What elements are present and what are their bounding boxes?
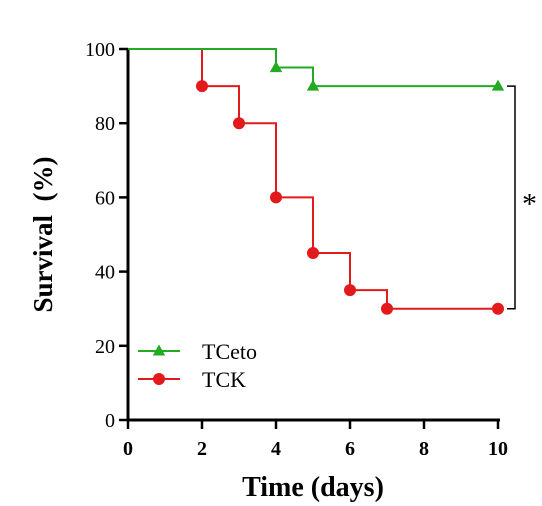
data-point-tck [344, 284, 356, 297]
legend-marker-tck [153, 373, 165, 385]
y-tick-label: 20 [95, 336, 115, 358]
data-point-tceto [269, 61, 283, 73]
series-line-tck [128, 48, 498, 310]
legend-marker-tceto [152, 344, 166, 356]
x-tick-label: 8 [419, 438, 429, 460]
x-tick-label: 0 [123, 438, 133, 460]
y-tick-label: 60 [95, 187, 115, 209]
data-point-tceto [306, 79, 320, 91]
data-point-tck [381, 302, 393, 315]
data-point-tceto [491, 79, 505, 91]
y-tick-label: 100 [85, 39, 115, 61]
legend-label-tceto: TCeto [202, 339, 257, 364]
data-point-tck [270, 191, 282, 204]
series-line-tceto [128, 48, 498, 88]
y-tick-label: 80 [95, 113, 115, 135]
data-point-tck [307, 247, 319, 260]
data-point-tck [196, 80, 208, 93]
significance-bracket [507, 85, 516, 310]
data-point-tck [492, 302, 504, 315]
x-tick-label: 2 [197, 438, 207, 460]
y-tick-label: 40 [95, 262, 115, 284]
y-axis-title: Survival (%) [28, 156, 58, 312]
data-point-tck [233, 117, 245, 130]
x-tick-label: 6 [345, 438, 355, 460]
x-tick-label: 4 [271, 438, 281, 460]
x-axis-title: Time (days) [242, 472, 384, 503]
x-tick-label: 10 [488, 438, 508, 460]
plot-area: 0 20 40 60 80 100 0 2 4 6 8 10 [85, 39, 516, 460]
legend: TCeto TCK [138, 339, 257, 392]
y-tick-label: 0 [105, 410, 115, 432]
significance-label: * [522, 187, 537, 220]
legend-label-tck: TCK [202, 367, 246, 392]
